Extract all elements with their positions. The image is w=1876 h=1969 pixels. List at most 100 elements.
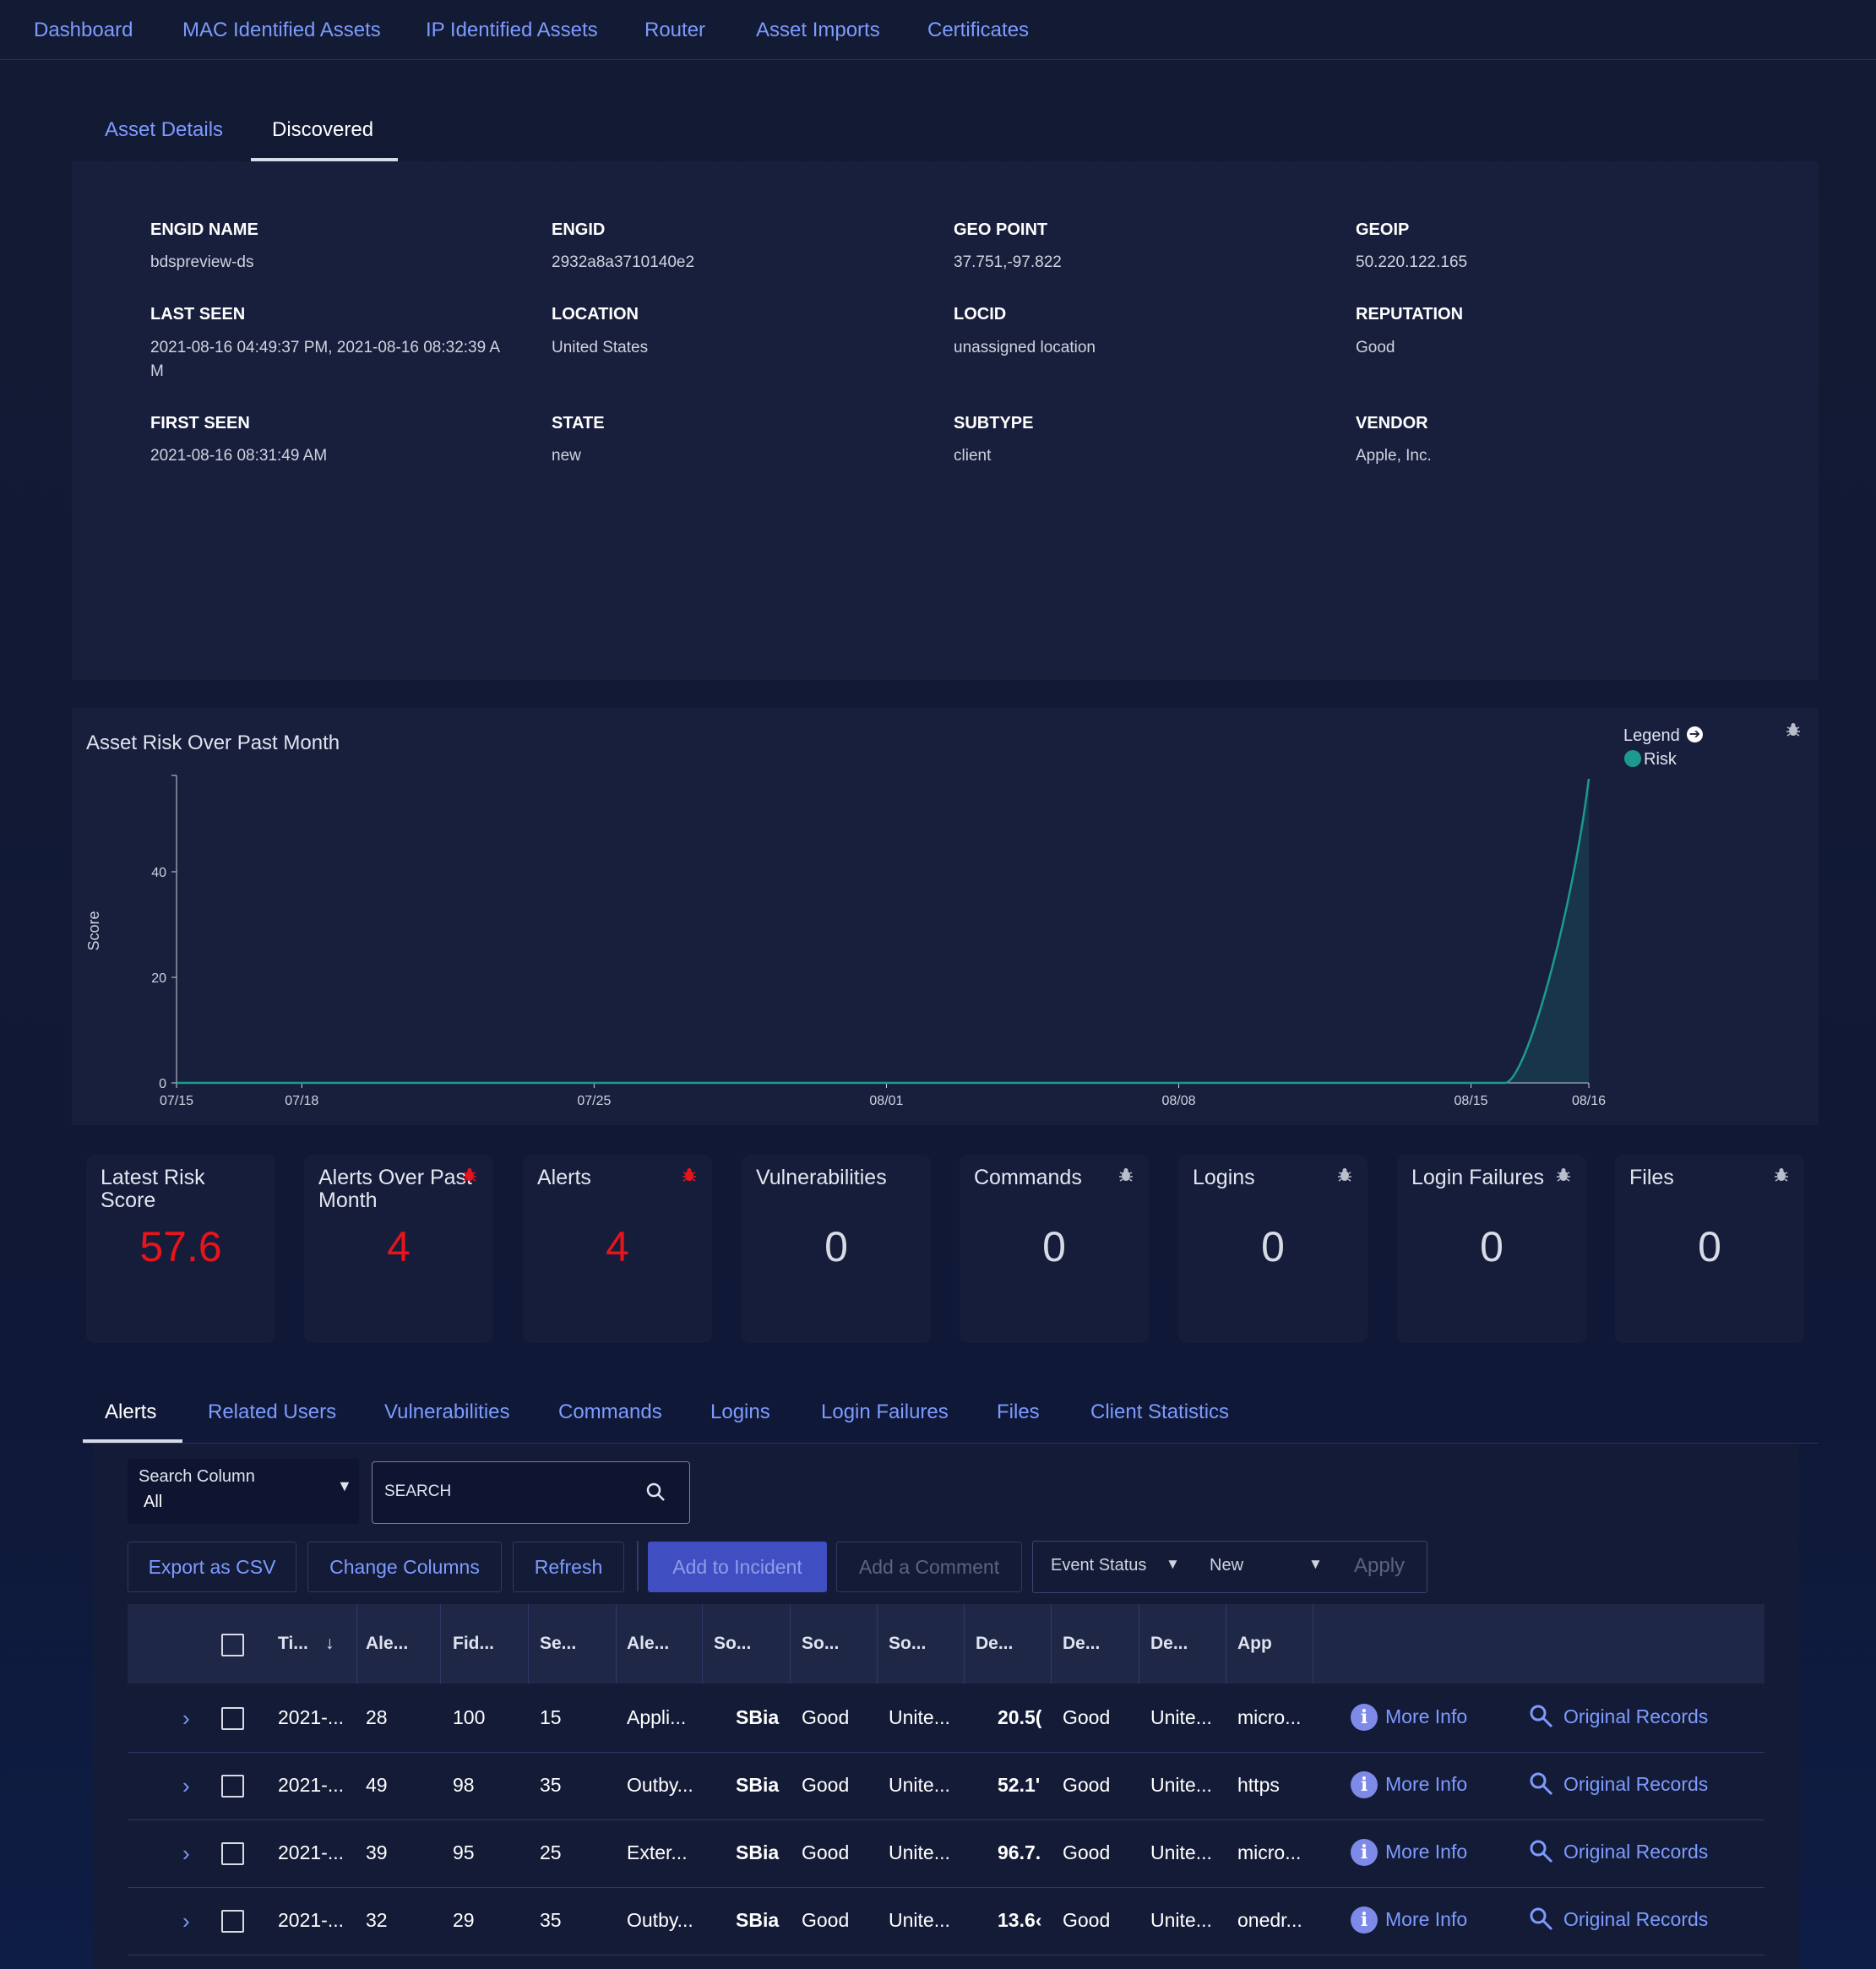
- nav-asset-imports[interactable]: Asset Imports: [756, 19, 880, 41]
- column-header-source-3[interactable]: So...: [889, 1634, 927, 1653]
- nav-router[interactable]: Router: [644, 19, 706, 41]
- refresh-button[interactable]: Refresh: [513, 1542, 624, 1592]
- bug-icon[interactable]: [1117, 1167, 1134, 1183]
- reputation-label: REPUTATION: [1356, 305, 1464, 324]
- nav-dashboard[interactable]: Dashboard: [34, 19, 133, 41]
- stat-card-title: Files: [1629, 1166, 1674, 1189]
- column-header-alert-score[interactable]: Ale...: [366, 1634, 409, 1653]
- original-records-link[interactable]: Original Records: [1563, 1773, 1709, 1795]
- stat-card-value: 4: [387, 1223, 411, 1270]
- add-to-incident-button[interactable]: Add to Incident: [648, 1542, 827, 1592]
- column-header-source-1[interactable]: So...: [714, 1634, 752, 1653]
- tab-logins[interactable]: Logins: [710, 1401, 770, 1423]
- column-header-source-2[interactable]: So...: [802, 1634, 840, 1653]
- tab-client-statistics[interactable]: Client Statistics: [1090, 1401, 1230, 1423]
- bug-icon[interactable]: [681, 1167, 698, 1183]
- column-header-dest-2[interactable]: De...: [1063, 1634, 1101, 1653]
- original-records-link[interactable]: Original Records: [1563, 1908, 1709, 1930]
- expand-chevron-icon[interactable]: ›: [182, 1841, 190, 1866]
- original-records-link[interactable]: Original Records: [1563, 1705, 1709, 1727]
- legend-label-risk: Risk: [1644, 750, 1677, 769]
- y-tick-label: 0: [159, 1077, 166, 1091]
- info-icon[interactable]: i: [1351, 1771, 1378, 1798]
- stat-card-login-failures[interactable]: Login Failures 0: [1397, 1155, 1586, 1343]
- bug-icon[interactable]: [461, 1167, 478, 1183]
- tab-login-failures[interactable]: Login Failures: [821, 1401, 949, 1423]
- row-checkbox[interactable]: [221, 1775, 244, 1798]
- bug-icon[interactable]: [1555, 1167, 1572, 1183]
- search-icon[interactable]: [1528, 1703, 1555, 1730]
- add-comment-button[interactable]: Add a Comment: [836, 1542, 1022, 1592]
- stat-card-commands[interactable]: Commands 0: [960, 1155, 1149, 1343]
- search-icon[interactable]: [1528, 1906, 1555, 1933]
- more-info-link[interactable]: More Info: [1385, 1908, 1468, 1930]
- stat-card-logins[interactable]: Logins 0: [1178, 1155, 1368, 1343]
- bug-icon[interactable]: [1336, 1167, 1353, 1183]
- column-header-dest-1[interactable]: De...: [976, 1634, 1014, 1653]
- table-row[interactable]: › 2021-... 49 98 35 Outby... SBiai Good Unite...…: [128, 1752, 1765, 1820]
- more-info-link[interactable]: More Info: [1385, 1773, 1468, 1795]
- cell-source-3: Unite...: [889, 1706, 950, 1728]
- tab-discovered[interactable]: Discovered: [272, 118, 374, 141]
- export-csv-button[interactable]: Export as CSV: [128, 1542, 296, 1592]
- row-checkbox[interactable]: [221, 1910, 244, 1933]
- info-icon[interactable]: i: [1351, 1704, 1378, 1731]
- nav-mac-identified-assets[interactable]: MAC Identified Assets: [182, 19, 381, 41]
- bug-icon[interactable]: [1773, 1167, 1790, 1183]
- select-all-checkbox[interactable]: [221, 1634, 244, 1656]
- event-status-value-select[interactable]: New: [1210, 1556, 1244, 1575]
- stat-card-latest-risk-score[interactable]: Latest Risk Score 57.6: [86, 1155, 275, 1343]
- tab-vulnerabilities[interactable]: Vulnerabilities: [384, 1401, 510, 1423]
- column-header-fidelity[interactable]: Fid...: [453, 1634, 494, 1653]
- nav-certificates[interactable]: Certificates: [927, 19, 1030, 41]
- stat-card-vulnerabilities[interactable]: Vulnerabilities 0: [742, 1155, 931, 1343]
- column-header-app[interactable]: App: [1237, 1634, 1272, 1653]
- original-records-link[interactable]: Original Records: [1563, 1841, 1709, 1863]
- stat-card-alerts-past-month[interactable]: Alerts Over Past Month 4: [304, 1155, 493, 1343]
- tab-alerts[interactable]: Alerts: [105, 1401, 157, 1423]
- stat-card-files[interactable]: Files 0: [1615, 1155, 1804, 1343]
- cell-severity: 35: [540, 1909, 562, 1931]
- change-columns-button[interactable]: Change Columns: [307, 1542, 502, 1592]
- active-tab-indicator: [251, 158, 398, 161]
- apply-button[interactable]: Apply: [1354, 1554, 1406, 1577]
- more-info-link[interactable]: More Info: [1385, 1705, 1468, 1727]
- stat-card-title: Commands: [974, 1166, 1082, 1189]
- column-header-dest-3[interactable]: De...: [1150, 1634, 1188, 1653]
- info-icon[interactable]: i: [1351, 1906, 1378, 1934]
- search-input[interactable]: SEARCH: [372, 1461, 690, 1524]
- search-icon[interactable]: [1528, 1838, 1555, 1865]
- tab-commands[interactable]: Commands: [558, 1401, 662, 1423]
- column-header-time[interactable]: Ti...: [278, 1634, 308, 1653]
- legend-toggle-icon[interactable]: ➔: [1687, 726, 1703, 742]
- cell-source-3: Unite...: [889, 1774, 950, 1796]
- expand-chevron-icon[interactable]: ›: [182, 1705, 190, 1731]
- tab-related-users[interactable]: Related Users: [208, 1401, 337, 1423]
- expand-chevron-icon[interactable]: ›: [182, 1773, 190, 1798]
- column-header-alert-name[interactable]: Ale...: [627, 1634, 670, 1653]
- table-row[interactable]: › 2021-... 32 29 35 Outby... SBiai Good Unite...…: [128, 1887, 1765, 1955]
- column-separator: [356, 1604, 357, 1683]
- nav-ip-identified-assets[interactable]: IP Identified Assets: [426, 19, 598, 41]
- row-checkbox[interactable]: [221, 1707, 244, 1730]
- cell-dest-3: Unite...: [1150, 1909, 1212, 1931]
- expand-chevron-icon[interactable]: ›: [182, 1908, 190, 1934]
- more-info-link[interactable]: More Info: [1385, 1841, 1468, 1863]
- search-column-select[interactable]: Search Column All ▼: [128, 1459, 359, 1524]
- table-row[interactable]: › 2021-... 28 100 15 Appli... SBiai Good Unite..…: [128, 1684, 1765, 1753]
- cell-severity: 15: [540, 1706, 562, 1728]
- column-separator: [702, 1604, 703, 1683]
- tab-asset-details[interactable]: Asset Details: [105, 118, 224, 141]
- column-header-severity[interactable]: Se...: [540, 1634, 577, 1653]
- event-status-select[interactable]: Event Status: [1051, 1556, 1147, 1575]
- tab-files[interactable]: Files: [997, 1401, 1040, 1423]
- info-icon[interactable]: i: [1351, 1839, 1378, 1866]
- search-icon[interactable]: [1528, 1770, 1555, 1798]
- bug-icon[interactable]: [1785, 721, 1802, 738]
- table-row[interactable]: › 2021-... 39 95 25 Exter... SBiai Good Unite...…: [128, 1819, 1765, 1888]
- stat-card-alerts[interactable]: Alerts 4: [523, 1155, 712, 1343]
- sort-desc-icon[interactable]: ↓: [325, 1634, 334, 1653]
- row-checkbox[interactable]: [221, 1842, 244, 1865]
- search-icon[interactable]: [644, 1481, 668, 1504]
- cell-app: onedr...: [1237, 1909, 1302, 1931]
